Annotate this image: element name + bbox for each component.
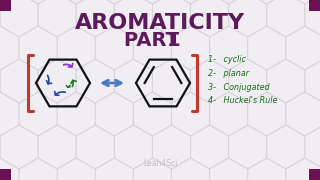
Text: 3-   Conjugated: 3- Conjugated bbox=[208, 82, 270, 91]
Text: AROMATICITY: AROMATICITY bbox=[75, 13, 245, 33]
Text: 2-   planar: 2- planar bbox=[208, 69, 249, 78]
Bar bbox=[0, 169, 11, 180]
Text: PART: PART bbox=[124, 30, 186, 50]
Text: Leah4Sci: Leah4Sci bbox=[143, 159, 177, 168]
Text: 4-   Huckel's Rule: 4- Huckel's Rule bbox=[208, 96, 277, 105]
Text: 1-   cyclic: 1- cyclic bbox=[208, 55, 246, 64]
Bar bbox=[0, 0, 11, 11]
Bar bbox=[309, 0, 320, 11]
Text: 1: 1 bbox=[167, 30, 181, 50]
Bar bbox=[309, 169, 320, 180]
